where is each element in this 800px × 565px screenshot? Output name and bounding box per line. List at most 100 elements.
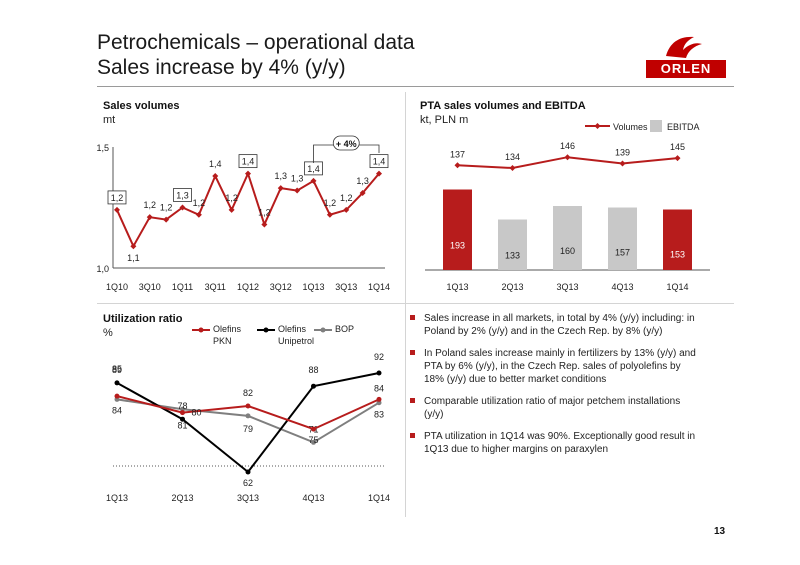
utilization-value-label: 79 <box>243 424 253 434</box>
pta-chart-title: PTA sales volumes and EBITDA <box>420 100 586 112</box>
x-tick-label: 1Q10 <box>106 282 128 292</box>
x-tick-label: 1Q13 <box>302 282 324 292</box>
sales-point <box>359 189 366 196</box>
x-tick-label: 3Q13 <box>237 493 259 503</box>
orlen-logo <box>636 28 734 80</box>
legend-label-line2: Unipetrol <box>278 336 314 346</box>
sales-data-label: 1,3 <box>356 176 369 186</box>
ebitda-bar <box>498 219 527 270</box>
growth-callout-badge <box>332 135 360 151</box>
sales-point <box>146 214 153 221</box>
title-line-1: Petrochemicals – operational data <box>97 31 415 54</box>
utilization-value-label: 88 <box>308 365 318 375</box>
x-tick-label: 3Q13 <box>556 282 578 292</box>
sales-data-label: 1,2 <box>143 200 156 210</box>
utilization-point <box>311 383 316 389</box>
x-tick-label: 1Q13 <box>106 493 128 503</box>
sales-data-label: 1,4 <box>373 157 386 167</box>
ebitda-value-label: 160 <box>560 246 575 256</box>
utilization-chart-title: Utilization ratio <box>103 313 183 325</box>
y-tick-label: 1,0 <box>96 264 109 274</box>
utilization-point <box>180 410 185 416</box>
title-line-2: Sales increase by 4% (y/y) <box>97 56 346 79</box>
legend-volumes-label: Volumes <box>613 122 648 132</box>
volumes-point <box>674 155 681 162</box>
utilization-point <box>180 416 185 422</box>
sales-volumes-chart: 1,5 1,0 1Q10 3Q10 1Q11 3Q11 1Q12 3Q12 1Q13 3Q13 1Q… <box>96 135 390 292</box>
x-tick-label: 2Q13 <box>501 282 523 292</box>
ebitda-bar <box>553 206 582 270</box>
sales-data-label: 1,3 <box>274 171 287 181</box>
sales-point <box>212 173 219 180</box>
sales-chart-title: Sales volumes <box>103 100 180 112</box>
sales-data-label: 1,2 <box>111 193 124 203</box>
sales-point <box>163 216 170 223</box>
sales-point <box>376 170 382 177</box>
page-title: Petrochemicals – operational data Sales … <box>97 30 415 80</box>
page-number: 13 <box>714 526 726 537</box>
sales-data-label: 1,1 <box>127 253 140 263</box>
header-divider <box>97 86 734 87</box>
utilization-value-label: 85 <box>112 364 122 374</box>
volumes-value-label: 145 <box>670 142 685 152</box>
x-tick-label: 2Q13 <box>171 493 193 503</box>
utilization-chart-unit: % <box>103 327 113 339</box>
ebitda-value-label: 157 <box>615 248 630 258</box>
x-tick-label: 1Q11 <box>172 282 193 292</box>
volumes-point <box>564 154 571 161</box>
utilization-point <box>245 403 251 409</box>
sales-data-label: 1,3 <box>291 174 304 184</box>
legend-volumes-marker <box>594 123 601 129</box>
x-tick-label: 1Q14 <box>666 282 688 292</box>
volumes-value-label: 134 <box>505 152 520 162</box>
x-tick-label: 1Q12 <box>237 282 259 292</box>
bullet-item: PTA utilization in 1Q14 was 90%. Excepti… <box>410 430 700 456</box>
legend-marker <box>263 327 269 333</box>
volumes-point <box>454 162 461 169</box>
sales-point <box>310 177 317 184</box>
bullet-item: In Poland sales increase mainly in ferti… <box>410 347 700 386</box>
utilization-point <box>376 396 382 402</box>
legend-ebitda-swatch <box>650 120 662 132</box>
logo-wordmark: ORLEN <box>646 60 726 78</box>
utilization-value-label: 92 <box>374 352 384 362</box>
bullet-square-icon <box>410 433 415 438</box>
ebitda-bar <box>608 207 637 270</box>
sales-point <box>261 221 268 228</box>
sales-chart-unit: mt <box>103 114 116 126</box>
legend-ebitda-label: EBITDA <box>667 122 700 132</box>
bullet-square-icon <box>410 398 415 403</box>
sales-point <box>326 211 333 218</box>
bullet-item: Comparable utilization ratio of major pe… <box>410 395 700 421</box>
utilization-point <box>376 370 382 376</box>
volumes-value-label: 146 <box>560 141 575 151</box>
volumes-value-label: 137 <box>450 149 465 159</box>
utilization-value-label: 82 <box>243 388 253 398</box>
volumes-point <box>619 160 626 167</box>
sales-label-box <box>173 188 192 202</box>
x-tick-label: 3Q13 <box>335 282 357 292</box>
sales-data-label: 1,2 <box>324 198 337 208</box>
pta-volumes-ebitda-chart: Volumes EBITDA 193 1Q13 133 2Q13 160 3Q13 157 4Q1… <box>425 120 710 292</box>
eagle-icon <box>666 36 702 58</box>
sales-point <box>228 206 235 213</box>
sales-point <box>130 243 137 250</box>
utilization-point <box>311 426 316 432</box>
x-tick-label: 3Q10 <box>139 282 161 292</box>
utilization-point <box>245 469 251 475</box>
sales-data-label: 1,2 <box>340 193 353 203</box>
sales-point <box>277 185 284 192</box>
legend-label: Olefins <box>278 324 307 334</box>
utilization-value-label: 89 <box>112 365 122 375</box>
x-tick-label: 1Q14 <box>368 282 390 292</box>
utilization-point <box>311 439 316 445</box>
sales-data-label: 1,2 <box>258 207 271 217</box>
sales-series-line <box>116 170 380 249</box>
x-tick-label: 1Q14 <box>368 493 390 503</box>
volumes-value-label: 139 <box>615 148 630 158</box>
sales-data-label: 1,4 <box>242 157 255 167</box>
sales-point <box>114 206 120 213</box>
sales-data-label: 1,2 <box>225 193 238 203</box>
utilization-value-label: 84 <box>112 405 122 415</box>
x-tick-label: 3Q12 <box>270 282 292 292</box>
